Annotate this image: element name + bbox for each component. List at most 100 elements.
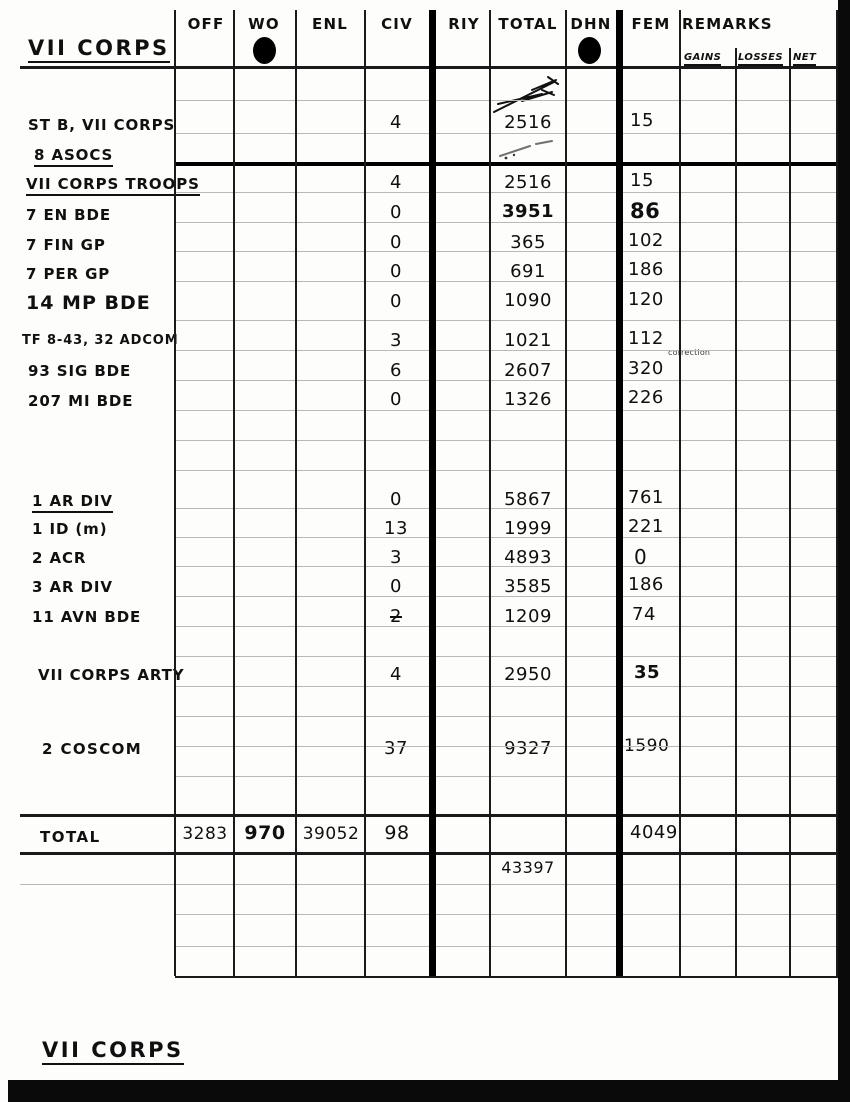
cell-fem-10: 761 xyxy=(628,487,664,508)
cell-civ-14: 2 xyxy=(390,606,402,627)
cell-total-4: 365 xyxy=(510,232,546,253)
ink-blob-dhn xyxy=(578,37,601,64)
rule-faint-15 xyxy=(175,566,838,567)
cell-civ-11: 13 xyxy=(384,518,408,539)
cell-civ-8: 6 xyxy=(390,360,402,381)
cell-total-9: 1326 xyxy=(504,389,552,410)
rule-header-bottom xyxy=(175,66,838,69)
cell-fem-0: 15 xyxy=(630,110,654,131)
rule-faint-13 xyxy=(175,508,838,509)
cell-civ-5: 0 xyxy=(390,261,402,282)
cell-total-14: 1209 xyxy=(504,606,552,627)
column-header-total: TOTAL xyxy=(498,15,558,33)
rule-corps-troops-top xyxy=(175,162,838,166)
cell-civ-0: 4 xyxy=(390,112,402,133)
cell-civ-12: 3 xyxy=(390,547,402,568)
scan-edge-bottom xyxy=(8,1080,850,1102)
cell-total-12: 4893 xyxy=(504,547,552,568)
cell-total-8: 2607 xyxy=(504,360,552,381)
row-label-tf-8-43-32-adcom: TF 8-43, 32 ADCOM xyxy=(22,333,179,348)
row-label-11-avn-bde: 11 AVN BDE xyxy=(32,608,142,626)
cell-fem-13: 186 xyxy=(628,574,664,595)
cell-total-3: 3951 xyxy=(501,201,555,222)
row-label-7-fin-gp: 7 FIN GP xyxy=(26,236,106,254)
column-header-wo: WO xyxy=(248,15,280,33)
cell-fem-5: 186 xyxy=(628,259,664,280)
row-label-st-b-vii-corps: ST B, VII CORPS xyxy=(28,116,176,134)
column-header-riy: RIY xyxy=(448,15,480,33)
rule-faint-4 xyxy=(175,222,838,223)
rule-faint-12 xyxy=(175,470,838,471)
rule-col-off-wo xyxy=(233,10,235,976)
row-label-2-acr: 2 ACR xyxy=(32,549,87,567)
cell-civ-4: 0 xyxy=(390,232,402,253)
rule-faint-25 xyxy=(175,946,838,947)
row-label-93-sig-bde: 93 SIG BDE xyxy=(28,362,132,380)
column-header-fem: FEM xyxy=(631,15,671,33)
rule-faint-8 xyxy=(175,350,838,351)
cell-civ-3: 0 xyxy=(390,202,402,223)
row-label-1-ar-div: 1 AR DIV xyxy=(32,492,113,513)
cell-total-0: 2516 xyxy=(504,112,552,133)
rule-col-fem-remarks xyxy=(679,10,681,976)
cell-fem-12: 0 xyxy=(634,545,648,569)
rule-faint-18 xyxy=(175,656,838,657)
cell-total-15: 2950 xyxy=(504,664,552,685)
rule-faint-14 xyxy=(175,537,838,538)
ink-blob-wo xyxy=(253,37,276,64)
cell-grand-total: 43397 xyxy=(501,858,555,877)
subcolumn-header-net: NET xyxy=(793,52,817,66)
rule-faint-22 xyxy=(175,776,838,777)
page-title-bottom-text: VII CORPS xyxy=(42,1038,184,1062)
rule-faint-10 xyxy=(175,410,838,411)
rule-table-bottom xyxy=(175,976,838,978)
rule-faint-21 xyxy=(175,746,838,747)
cell-total-16: 9327 xyxy=(504,738,552,759)
cell-total-row-wo: 970 xyxy=(244,822,286,844)
cell-fem-4: 102 xyxy=(628,230,664,251)
page-title-bottom: VII CORPS xyxy=(42,1038,184,1065)
row-label-2-coscom: 2 COSCOM xyxy=(42,740,143,758)
cell-total-row-civ: 98 xyxy=(384,822,410,844)
row-label-7-en-bde: 7 EN BDE xyxy=(26,206,112,224)
cell-fem-2: 15 xyxy=(630,170,654,191)
rule-faint-2 xyxy=(175,133,838,134)
rule-col-losses-net xyxy=(789,48,791,976)
rule-col-wo-enl xyxy=(295,10,297,976)
cell-fem-6: 120 xyxy=(628,289,664,310)
rule-faint-9 xyxy=(175,380,838,381)
cell-civ-10: 0 xyxy=(390,489,402,510)
row-label-vii-corps-arty: VII CORPS ARTY xyxy=(38,666,185,684)
row-label-3-ar-div: 3 AR DIV xyxy=(32,578,113,596)
page-title-top: VII CORPS xyxy=(28,36,170,63)
row-label-vii-corps-troops: VII CORPS TROOPS xyxy=(26,175,200,196)
cell-total-row-fem: 4049 xyxy=(630,822,678,843)
cell-total-2: 2516 xyxy=(504,172,552,193)
rule-col-riy-total xyxy=(489,10,491,976)
rule-faint-1 xyxy=(175,100,838,101)
cell-total-5: 691 xyxy=(510,261,546,282)
cell-fem-3: 86 xyxy=(630,199,661,223)
rule-faint-17 xyxy=(175,626,838,627)
cell-civ-7: 3 xyxy=(390,330,402,351)
rule-faint-11 xyxy=(175,440,838,441)
cell-total-6: 1090 xyxy=(504,290,552,311)
row-label-207-mi-bde: 207 MI BDE xyxy=(28,392,134,410)
column-header-dhn: DHN xyxy=(570,15,612,33)
cell-fem-9: 226 xyxy=(628,387,664,408)
page-title-top-text: VII CORPS xyxy=(28,36,170,60)
row-label-total: TOTAL xyxy=(40,828,101,846)
scan-edge-right xyxy=(838,0,850,1102)
rule-faint-5 xyxy=(175,251,838,252)
cell-total-11: 1999 xyxy=(504,518,552,539)
scribble-mark-total-column-2 xyxy=(499,140,553,160)
cell-civ-2: 4 xyxy=(390,172,402,193)
rule-faint-3 xyxy=(175,192,838,193)
row-label-8-asocs: 8 ASOCS xyxy=(34,146,114,167)
rule-faint-19 xyxy=(175,686,838,687)
subcolumn-header-gains: GAINS xyxy=(684,52,722,66)
rule-faint-7 xyxy=(175,320,838,321)
rule-faint-20 xyxy=(175,716,838,717)
rule-col-dhn-fem-thick xyxy=(616,10,623,976)
